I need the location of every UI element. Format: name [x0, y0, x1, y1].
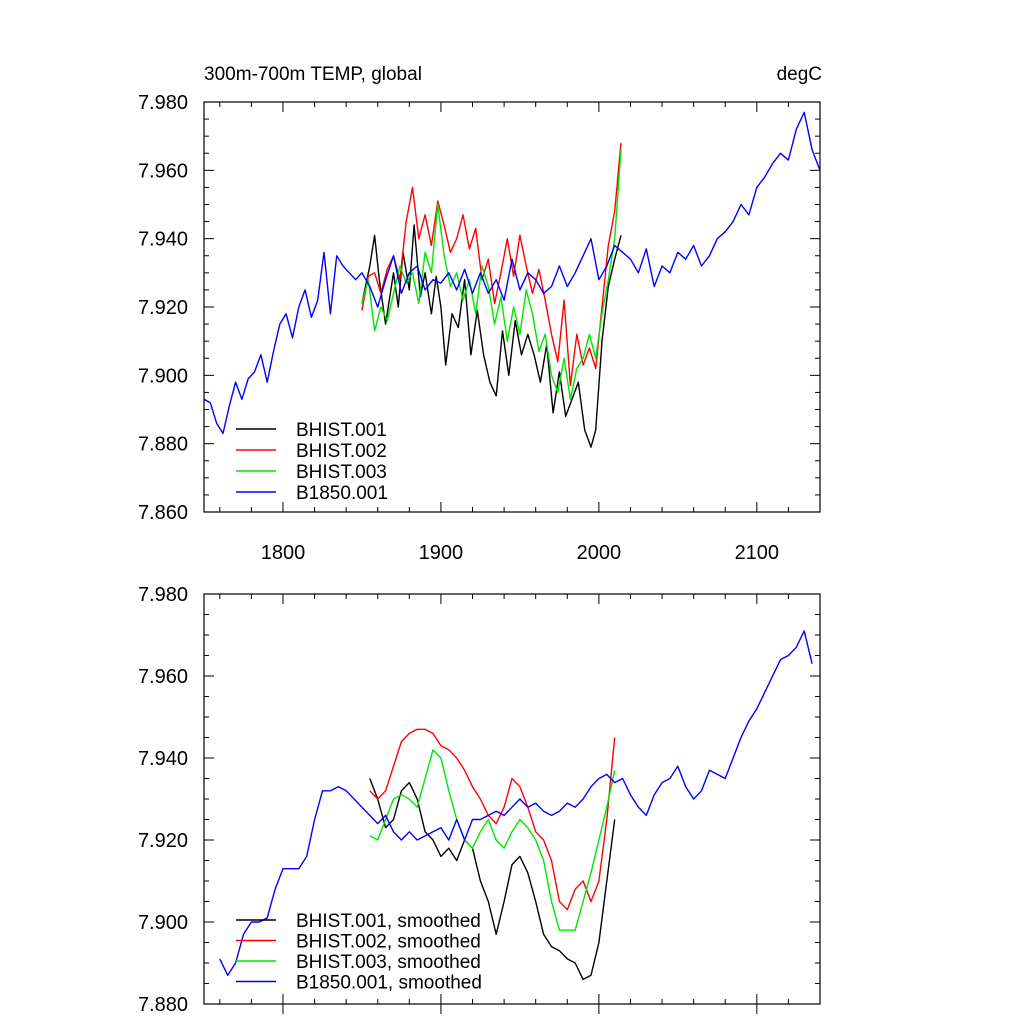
legend-label-1: BHIST.002, smoothed	[296, 932, 481, 953]
y-tick-label: 7.880	[138, 994, 188, 1016]
legend-label-0: BHIST.001	[296, 420, 387, 441]
legend-label-1: BHIST.002	[296, 441, 387, 462]
series-line-3	[219, 630, 813, 976]
y-tick-label: 7.900	[138, 365, 188, 387]
series-line-3	[204, 111, 820, 435]
chart-bottom-svg: 7.880 7.900 7.920 7.940 7.960 7.980 BHIST.001,…	[138, 584, 821, 1016]
x-tick-label: 2100	[735, 542, 780, 560]
x-tick-label: 1900	[419, 542, 464, 560]
series-line-0	[369, 778, 616, 981]
y-tick-label: 7.960	[138, 666, 188, 688]
series-line-2	[361, 149, 622, 400]
chart-bottom-panel: 7.880 7.900 7.920 7.940 7.960 7.980 BHIST.001,…	[0, 560, 1024, 1024]
y-tick-label: 7.940	[138, 229, 188, 251]
chart-units: degC	[776, 64, 822, 85]
y-tick-label: 7.920	[138, 297, 188, 319]
legend-label-3: B1850.001	[296, 483, 388, 504]
series-line-0	[361, 224, 622, 448]
legend-label-2: BHIST.003, smoothed	[296, 952, 481, 973]
y-tick-label: 7.960	[138, 160, 188, 182]
y-tick-label: 7.860	[138, 502, 188, 524]
legend-label-2: BHIST.003	[296, 462, 387, 483]
y-tick-label: 7.980	[138, 92, 188, 114]
legend-label-3: B1850.001, smoothed	[296, 973, 482, 994]
y-tick-label: 7.980	[138, 584, 188, 606]
x-tick-label: 2000	[577, 542, 622, 560]
series-line-1	[361, 142, 622, 387]
series-line-2	[369, 749, 616, 931]
chart-top-svg: 7.860 7.880 7.900 7.920 7.940 7.960 7.980 1800 1…	[138, 92, 821, 564]
y-tick-label: 7.880	[138, 434, 188, 456]
y-tick-label: 7.920	[138, 830, 188, 852]
y-tick-label: 7.900	[138, 912, 188, 934]
x-tick-label: 1800	[261, 542, 306, 560]
chart-title: 300m-700m TEMP, global	[204, 64, 422, 85]
series-line-1	[369, 728, 616, 911]
y-tick-label: 7.940	[138, 748, 188, 770]
chart-top-panel: 300m-700m TEMP, global degC 7.860 7.880 7.…	[138, 64, 822, 564]
legend-label-0: BHIST.001, smoothed	[296, 911, 481, 932]
